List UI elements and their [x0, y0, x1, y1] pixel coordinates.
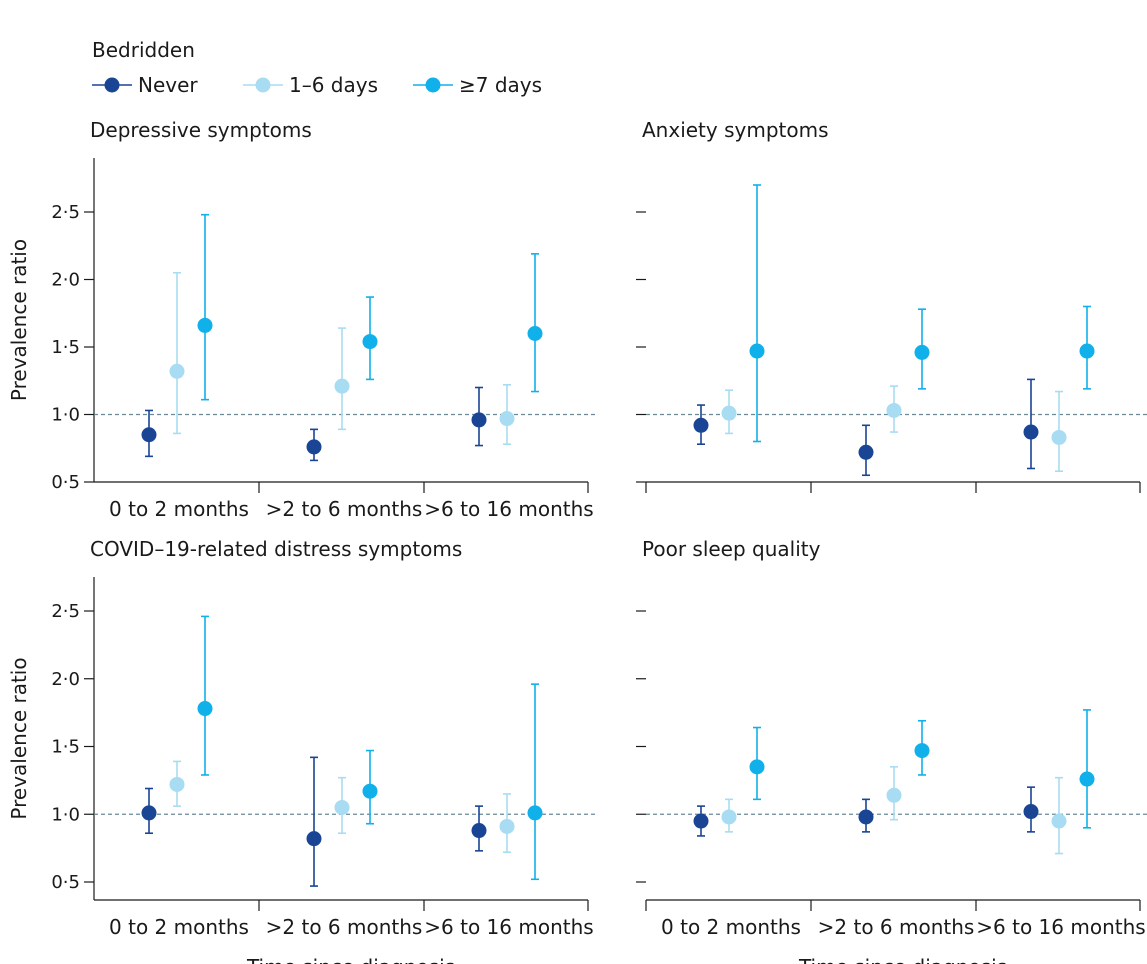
- data-point-1-6-days: [334, 378, 350, 394]
- panel-title: Anxiety symptoms: [642, 118, 829, 142]
- data-point-7-plus-days: [362, 783, 378, 799]
- legend-item-never: Never: [92, 73, 198, 97]
- data-point-1-6-days: [1051, 813, 1067, 829]
- x-tick-label: >2 to 6 months: [818, 915, 975, 939]
- chart-panel: Poor sleep quality 0 to 2 months >2 to 6 m…: [636, 537, 1147, 964]
- x-tick-label: 0 to 2 months: [109, 915, 249, 939]
- y-tick-label: 1·0: [51, 405, 80, 426]
- data-point-1-6-days: [499, 411, 515, 427]
- x-tick-label: >6 to 16 months: [976, 915, 1145, 939]
- chart-panel: COVID–19-related distress symptoms 0·5 1·0…: [7, 537, 595, 964]
- legend-item-7-plus-days: ≥7 days: [413, 73, 542, 97]
- data-point-1-6-days: [1051, 429, 1067, 445]
- y-axis-label: Prevalence ratio: [7, 657, 31, 819]
- data-point-never: [858, 809, 874, 825]
- panel-title: Depressive symptoms: [90, 118, 312, 142]
- x-axis-label: Time since diagnosis: [798, 955, 1007, 964]
- legend-label-7-plus-days: ≥7 days: [459, 73, 542, 97]
- data-point-7-plus-days: [527, 805, 543, 821]
- data-point-7-plus-days: [914, 743, 930, 759]
- data-point-never: [141, 805, 157, 821]
- data-point-1-6-days: [334, 799, 350, 815]
- data-point-7-plus-days: [527, 326, 543, 341]
- x-axis-label: Time since diagnosis: [246, 955, 455, 964]
- data-point-7-plus-days: [914, 344, 930, 360]
- data-point-7-plus-days: [197, 701, 213, 717]
- data-point-never: [693, 813, 709, 829]
- x-tick-label: >2 to 6 months: [266, 497, 423, 521]
- data-point-7-plus-days: [749, 759, 765, 775]
- legend-swatch-marker-never: [104, 77, 120, 93]
- data-point-never: [306, 439, 322, 455]
- data-point-never: [471, 412, 487, 428]
- y-axis-label: Prevalence ratio: [7, 239, 31, 401]
- panel-title: Poor sleep quality: [642, 537, 821, 561]
- x-tick-label: >6 to 16 months: [424, 915, 593, 939]
- legend-title: Bedridden: [92, 38, 195, 62]
- y-tick-label: 2·0: [51, 669, 80, 690]
- y-tick-label: 0·5: [51, 472, 80, 493]
- y-tick-label: 2·0: [51, 270, 80, 291]
- legend-label-never: Never: [138, 73, 198, 97]
- panel-title: COVID–19-related distress symptoms: [90, 537, 462, 561]
- data-point-never: [471, 823, 487, 839]
- chart-panel: Depressive symptoms 0·5 1·0 1·5 2·0 2·5 0 to 2…: [7, 118, 595, 521]
- chart-panels: Depressive symptoms 0·5 1·0 1·5 2·0 2·5 0 to 2…: [7, 118, 1147, 964]
- y-tick-label: 0·5: [51, 872, 80, 893]
- legend-swatch-marker-1-6-days: [255, 77, 271, 93]
- data-point-1-6-days: [721, 809, 737, 825]
- data-point-7-plus-days: [362, 334, 378, 350]
- data-point-7-plus-days: [1079, 771, 1095, 787]
- x-tick-label: >2 to 6 months: [266, 915, 423, 939]
- legend-item-1-6-days: 1–6 days: [243, 73, 378, 97]
- y-tick-label: 1·0: [51, 804, 80, 825]
- data-point-never: [141, 427, 157, 443]
- x-tick-label: >6 to 16 months: [424, 497, 593, 521]
- data-point-never: [858, 444, 874, 460]
- data-point-never: [693, 417, 709, 433]
- data-point-1-6-days: [169, 363, 185, 379]
- y-tick-label: 2·5: [51, 601, 80, 622]
- y-tick-label: 2·5: [51, 202, 80, 223]
- data-point-1-6-days: [499, 818, 515, 834]
- legend-swatch-marker-7-plus-days: [425, 77, 441, 93]
- data-point-never: [1023, 804, 1039, 820]
- x-tick-label: 0 to 2 months: [109, 497, 249, 521]
- chart-panel: Anxiety symptoms: [636, 118, 1147, 493]
- legend: Bedridden Never 1–6 days ≥7 days: [92, 38, 542, 97]
- data-point-never: [306, 831, 322, 847]
- data-point-7-plus-days: [1079, 343, 1095, 359]
- data-point-7-plus-days: [749, 343, 765, 359]
- data-point-1-6-days: [721, 405, 737, 421]
- y-tick-label: 1·5: [51, 737, 80, 758]
- legend-label-1-6-days: 1–6 days: [289, 73, 378, 97]
- data-point-never: [1023, 424, 1039, 440]
- x-tick-label: 0 to 2 months: [661, 915, 801, 939]
- y-tick-label: 1·5: [51, 337, 80, 358]
- data-point-1-6-days: [169, 776, 185, 792]
- data-point-1-6-days: [886, 787, 902, 803]
- data-point-7-plus-days: [197, 317, 213, 333]
- data-point-1-6-days: [886, 402, 902, 418]
